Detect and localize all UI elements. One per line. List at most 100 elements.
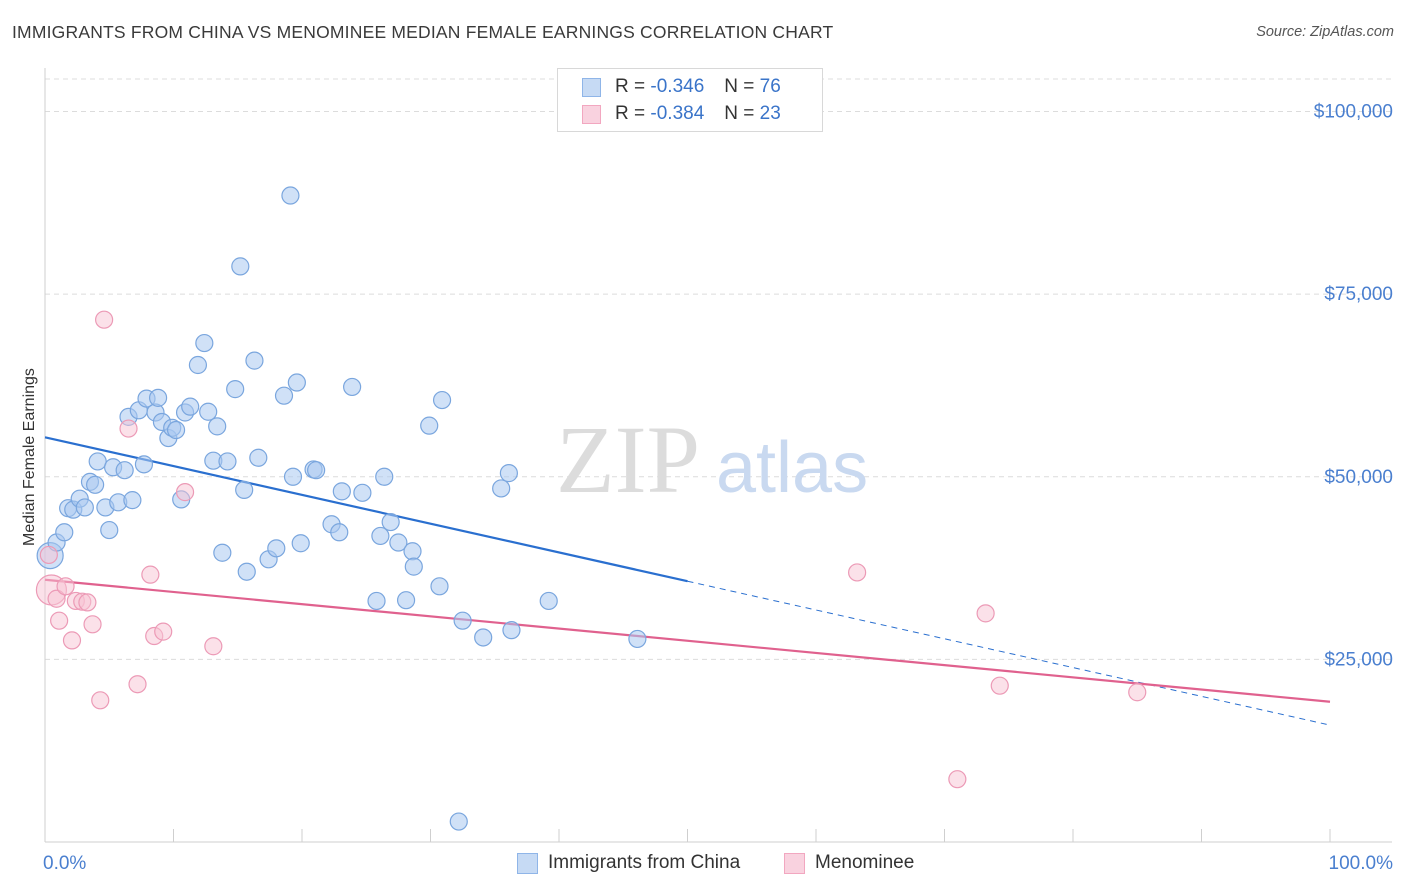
point-menominee — [175, 483, 195, 502]
point-menominee — [848, 563, 867, 582]
point-china — [449, 812, 468, 831]
point-menominee — [990, 676, 1009, 695]
legend-row-menominee: R = -0.384 N = 23 — [582, 101, 781, 127]
point-china — [274, 386, 294, 405]
point-china — [281, 186, 300, 205]
point-china — [474, 628, 493, 647]
y-tick-label: $100,000 — [1314, 102, 1393, 123]
watermark: ZIP atlas — [556, 406, 868, 513]
point-china — [330, 523, 349, 542]
point-china — [371, 526, 390, 546]
point-china — [235, 480, 254, 500]
y-tick-label: $75,000 — [1324, 284, 1393, 305]
point-menominee — [976, 604, 995, 623]
point-china — [453, 611, 472, 630]
point-china — [502, 621, 521, 640]
point-china — [267, 539, 286, 558]
point-china — [403, 542, 422, 561]
tick-labels: $25,000 $50,000 $75,000 $100,000 0.0% 100.0% — [43, 102, 1393, 874]
source-label: Source: ZipAtlas.com — [1256, 24, 1394, 40]
point-menominee — [56, 577, 75, 596]
point-china — [88, 452, 107, 471]
series-legend-china: Immigrants from China — [517, 852, 740, 874]
point-menominee — [1128, 683, 1147, 702]
point-menominee — [83, 615, 102, 634]
point-china — [375, 467, 394, 486]
point-menominee — [204, 637, 223, 656]
point-china — [343, 377, 362, 397]
point-china — [353, 483, 372, 502]
trendline-menominee — [44, 578, 1331, 703]
point-china — [539, 591, 558, 611]
y-tick-label: $25,000 — [1324, 649, 1393, 670]
series-swatch-china — [517, 852, 538, 874]
point-menominee — [141, 565, 160, 584]
point-menominee — [948, 770, 967, 789]
point-menominee — [95, 310, 114, 329]
point-china — [237, 562, 256, 581]
point-china — [245, 351, 264, 370]
point-china — [381, 512, 400, 532]
point-china — [100, 520, 119, 540]
point-menominee — [119, 419, 138, 438]
point-china — [166, 420, 186, 440]
watermark-atlas: atlas — [716, 428, 868, 508]
point-china — [86, 475, 105, 494]
point-china — [396, 591, 416, 610]
point-china — [420, 416, 439, 435]
point-china — [283, 467, 303, 486]
point-china — [499, 464, 518, 483]
point-china — [249, 448, 268, 467]
legend-r-value: -0.384 — [650, 103, 705, 124]
point-china — [492, 479, 511, 498]
point-menominee — [78, 593, 97, 612]
point-china — [332, 482, 351, 501]
x-tick-label: 100.0% — [1329, 853, 1394, 874]
trendline-china-extension — [687, 580, 1331, 726]
chart-title: IMMIGRANTS FROM CHINA VS MENOMINEE MEDIA… — [12, 22, 834, 42]
series-swatch-menominee — [784, 852, 805, 874]
point-menominee — [50, 611, 69, 630]
point-china — [287, 373, 306, 392]
point-china — [291, 534, 310, 553]
series-legend: Immigrants from China Menominee — [0, 852, 1406, 878]
point-menominee — [154, 622, 173, 641]
point-china — [75, 498, 94, 517]
series-legend-menominee: Menominee — [784, 852, 914, 874]
legend-swatch-china — [582, 77, 601, 97]
legend-r-value: -0.346 — [650, 76, 705, 97]
point-china — [188, 355, 208, 375]
stats-legend: R = -0.346 N = 76 R = -0.384 N = 23 — [557, 68, 823, 132]
point-menominee — [39, 545, 58, 565]
point-china — [404, 557, 423, 576]
legend-n-value: 23 — [759, 103, 781, 124]
legend-n-label: N = — [724, 103, 755, 124]
legend-n-label: N = — [724, 76, 755, 97]
point-china — [432, 390, 452, 410]
axes — [44, 68, 1392, 843]
legend-row-china: R = -0.346 N = 76 — [582, 74, 781, 100]
point-china — [134, 455, 154, 474]
point-menominee — [91, 691, 110, 710]
point-china — [213, 543, 232, 562]
point-china — [307, 461, 326, 480]
point-china — [367, 591, 386, 611]
series-name-menominee: Menominee — [815, 852, 915, 873]
legend-n-value: 76 — [759, 76, 781, 97]
point-china — [389, 533, 408, 552]
point-china — [226, 380, 245, 399]
series-name-china: Immigrants from China — [548, 852, 741, 873]
point-china — [430, 577, 449, 596]
point-china — [199, 402, 218, 421]
point-china — [181, 397, 200, 416]
legend-r-label: R = — [615, 103, 646, 124]
y-tick-label: $50,000 — [1324, 467, 1393, 488]
point-china — [148, 388, 168, 407]
point-menominee — [128, 675, 147, 694]
point-china — [55, 523, 74, 542]
point-china — [231, 257, 250, 276]
legend-r-label: R = — [615, 76, 646, 97]
point-menominee — [47, 589, 66, 608]
point-china — [218, 452, 237, 471]
